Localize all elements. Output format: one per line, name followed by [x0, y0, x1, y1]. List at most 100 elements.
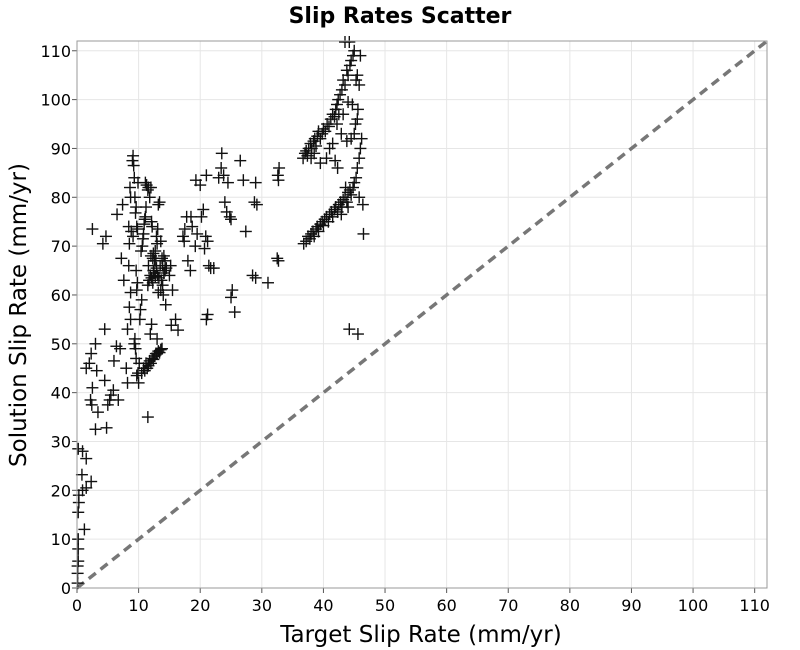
data-point: [104, 389, 117, 402]
y-axis-label: Solution Slip Rate (mm/yr): [6, 163, 32, 467]
data-point: [157, 288, 170, 301]
data-point: [131, 276, 144, 289]
data-point: [207, 262, 220, 275]
y-tick-label: 110: [40, 42, 71, 61]
data-point: [340, 64, 353, 77]
data-point: [152, 286, 165, 299]
data-point: [310, 140, 323, 153]
data-point: [130, 369, 143, 382]
data-point: [353, 78, 366, 91]
data-point: [261, 276, 274, 289]
data-point: [152, 198, 165, 211]
data-point: [311, 220, 324, 233]
data-point: [197, 203, 210, 216]
data-point: [107, 384, 120, 397]
y-tick-label: 90: [51, 139, 71, 158]
data-point: [152, 271, 165, 284]
data-point: [98, 323, 111, 336]
data-point: [101, 398, 114, 411]
data-point: [124, 286, 137, 299]
data-point: [72, 533, 85, 546]
data-point: [348, 127, 361, 140]
data-point: [176, 230, 189, 243]
data-point: [345, 132, 358, 145]
data-point: [300, 144, 313, 157]
data-point: [322, 120, 335, 133]
data-point: [202, 259, 215, 272]
data-point: [201, 308, 214, 321]
data-point: [143, 191, 156, 204]
data-point: [345, 188, 358, 201]
y-tick-label: 50: [51, 335, 71, 354]
data-point: [248, 196, 261, 209]
data-point: [338, 78, 351, 91]
data-point: [99, 230, 112, 243]
data-points: [71, 36, 370, 590]
x-tick-label: 70: [498, 596, 518, 615]
data-point: [157, 266, 170, 279]
data-point: [225, 213, 238, 226]
data-point: [181, 254, 194, 267]
x-tick-label: 0: [72, 596, 82, 615]
data-point: [308, 147, 321, 160]
data-point: [250, 198, 263, 211]
data-point: [272, 174, 285, 187]
data-point: [220, 205, 233, 218]
data-point: [85, 398, 98, 411]
data-point: [200, 169, 213, 182]
data-point: [353, 191, 366, 204]
data-point: [98, 374, 111, 387]
data-point: [212, 171, 225, 184]
data-point: [272, 254, 285, 267]
data-point: [184, 264, 197, 277]
data-point: [246, 269, 259, 282]
data-point: [90, 364, 103, 377]
data-point: [199, 230, 212, 243]
y-tick-label: 60: [51, 286, 71, 305]
data-point: [338, 36, 351, 48]
data-point: [351, 161, 364, 174]
data-point: [153, 196, 166, 209]
data-point: [172, 324, 185, 337]
data-point: [297, 237, 310, 250]
data-point: [332, 93, 345, 106]
x-tick-label: 90: [621, 596, 641, 615]
data-point: [351, 69, 364, 82]
data-point: [128, 191, 141, 204]
data-point: [335, 127, 348, 140]
data-point: [342, 186, 355, 199]
data-point: [217, 169, 230, 182]
data-point: [85, 475, 98, 488]
data-point: [83, 357, 96, 370]
data-point: [89, 337, 102, 350]
reference-line: [75, 39, 769, 590]
data-point: [323, 142, 336, 155]
data-point: [146, 220, 159, 233]
data-point: [343, 59, 356, 72]
data-point: [131, 223, 144, 236]
data-point: [72, 555, 85, 568]
data-point: [154, 284, 167, 297]
data-point: [326, 210, 339, 223]
data-point: [112, 393, 125, 406]
data-point: [91, 406, 104, 419]
data-point: [195, 210, 208, 223]
data-point: [186, 220, 199, 233]
data-point: [342, 201, 355, 214]
data-point: [343, 323, 356, 336]
data-point: [128, 337, 141, 350]
data-point: [331, 161, 344, 174]
data-point: [127, 230, 140, 243]
data-point: [189, 240, 202, 253]
data-point: [157, 249, 170, 262]
data-point: [154, 235, 167, 248]
data-point: [191, 227, 204, 240]
data-point: [120, 362, 133, 375]
data-point: [311, 130, 324, 143]
data-point: [226, 284, 239, 297]
data-point: [75, 468, 88, 481]
x-tick-label: 100: [678, 596, 709, 615]
data-point: [76, 484, 89, 497]
data-point: [354, 49, 367, 62]
x-tick-label: 20: [190, 596, 210, 615]
